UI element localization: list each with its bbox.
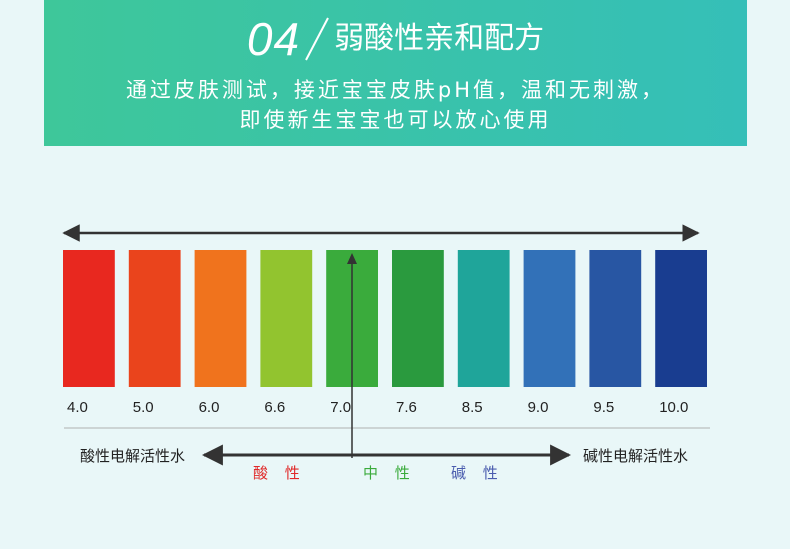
base-water-label: 碱性电解活性水 xyxy=(583,448,689,465)
ph-value-label: 8.5 xyxy=(461,399,483,416)
acid-water-label: 酸性电解活性水 xyxy=(80,448,186,465)
ph-value-label: 5.0 xyxy=(132,399,154,416)
ph-bar xyxy=(392,250,444,387)
slash-divider xyxy=(305,17,329,61)
title-row: 04 弱酸性亲和配方 xyxy=(44,12,747,66)
header-banner: 04 弱酸性亲和配方 通过皮肤测试，接近宝宝皮肤pH值，温和无刺激， 即使新生宝宝… xyxy=(44,0,747,146)
ph-bar xyxy=(589,250,642,387)
ph-bar xyxy=(260,250,313,387)
subtitle-line-2: 即使新生宝宝也可以放心使用 xyxy=(239,108,552,132)
ph-bar xyxy=(128,250,181,387)
neutral-pointer-icon xyxy=(347,253,357,264)
subtitle-line-1: 通过皮肤测试，接近宝宝皮肤pH值，温和无刺激， xyxy=(125,78,666,102)
neutral-category-label: 中 性 xyxy=(363,464,416,482)
base-category-label: 碱 性 xyxy=(451,464,504,482)
section-title: 弱酸性亲和配方 xyxy=(334,21,545,56)
ph-value-label: 4.0 xyxy=(67,399,88,416)
ph-value-label: 9.0 xyxy=(527,399,549,416)
ph-value-label: 9.5 xyxy=(593,399,615,416)
ph-bar xyxy=(63,250,115,387)
ph-value-label: 7.0 xyxy=(330,399,352,416)
ph-color-bars xyxy=(63,250,707,387)
ph-value-label: 6.6 xyxy=(264,399,286,416)
ph-bar xyxy=(457,250,510,387)
ph-value-label: 6.0 xyxy=(198,399,220,416)
ph-bar xyxy=(655,250,707,387)
ph-bar xyxy=(194,250,247,387)
ph-bar xyxy=(523,250,576,387)
section-number: 04 xyxy=(246,13,301,65)
ph-value-label: 7.6 xyxy=(396,399,417,416)
ph-value-label: 10.0 xyxy=(659,399,689,416)
acid-category-label: 酸 性 xyxy=(253,464,306,482)
